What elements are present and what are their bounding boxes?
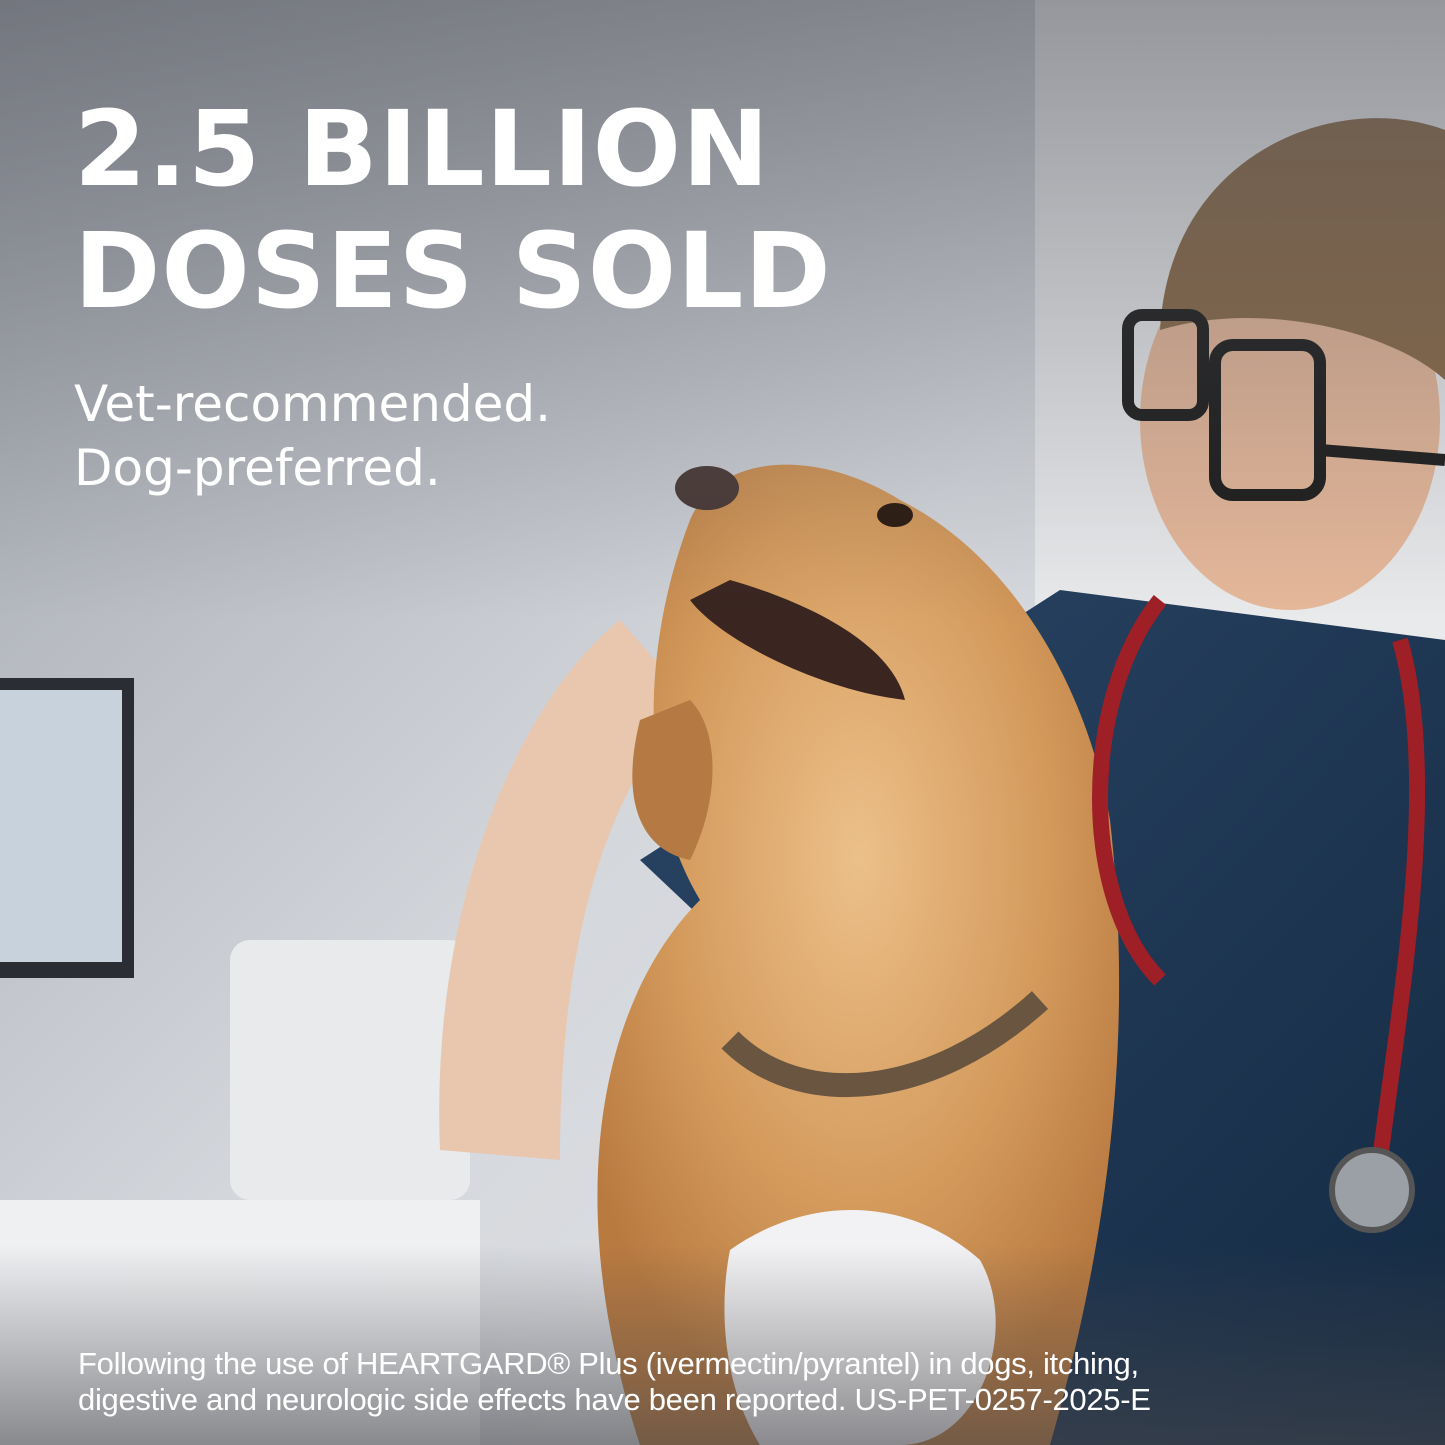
top-shade (0, 0, 1445, 620)
safety-disclaimer: Following the use of HEARTGARD® Plus (iv… (78, 1346, 1378, 1418)
vet-arm (439, 620, 690, 1160)
dog-collar (721, 991, 1049, 1097)
headline-line1: 2.5 BILLION (74, 88, 771, 210)
subheadline-line2: Dog-preferred. (74, 439, 441, 497)
subheadline-line1: Vet-recommended. (74, 375, 552, 433)
subheadline: Vet-recommended. Dog-preferred. (74, 372, 551, 500)
dog-body (597, 464, 1120, 1445)
monitor (0, 678, 134, 978)
dog-ear (632, 700, 713, 860)
disclaimer-line1: Following the use of HEARTGARD® Plus (iv… (78, 1346, 1139, 1381)
disclaimer-line2: digestive and neurologic side effects ha… (78, 1382, 1151, 1417)
stethoscope (1092, 595, 1426, 1161)
headline-line2: DOSES SOLD (74, 210, 832, 332)
bottom-shade (0, 1245, 1445, 1445)
headline: 2.5 BILLION DOSES SOLD (74, 88, 832, 332)
